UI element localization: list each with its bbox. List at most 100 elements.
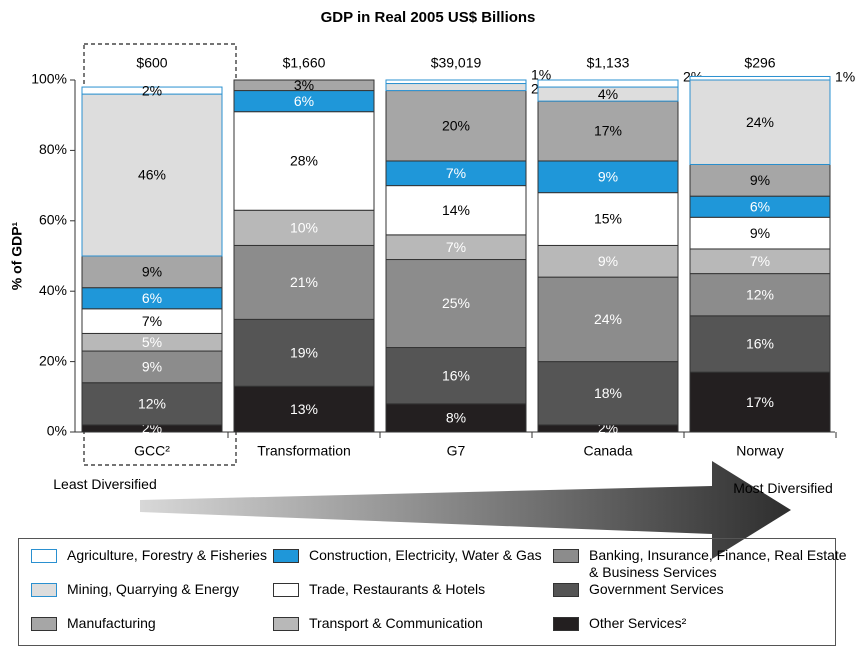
bar-segment xyxy=(689,75,831,81)
value-label: 3% xyxy=(294,77,314,93)
y-tick-label: 40% xyxy=(39,282,67,298)
legend-swatch xyxy=(553,549,579,563)
value-label: 4% xyxy=(598,86,618,102)
value-label: 9% xyxy=(142,264,162,280)
value-label: 6% xyxy=(750,198,770,214)
value-label: 9% xyxy=(598,253,618,269)
value-label: 2% xyxy=(142,82,162,98)
value-label: 24% xyxy=(746,114,774,130)
bar-segment xyxy=(689,248,831,275)
bar-segment xyxy=(81,93,223,257)
value-label: 28% xyxy=(290,153,318,169)
value-label: 16% xyxy=(442,367,470,383)
total-label: $296 xyxy=(744,55,775,71)
y-tick-label: 100% xyxy=(31,71,67,87)
bar-segment xyxy=(689,273,831,317)
bar-segment xyxy=(385,403,527,433)
value-label: 12% xyxy=(746,286,774,302)
value-label: 6% xyxy=(294,93,314,109)
value-label: 13% xyxy=(290,401,318,417)
x-tick-label: Transformation xyxy=(257,443,351,459)
x-tick-label: G7 xyxy=(447,443,466,459)
chart-title: GDP in Real 2005 US$ Billions xyxy=(321,9,536,26)
diversification-arrow xyxy=(140,461,791,559)
value-label: 5% xyxy=(142,334,162,350)
legend-label: Manufacturing xyxy=(67,615,156,631)
x-tick-label: GCC² xyxy=(134,443,170,459)
value-label: 9% xyxy=(750,172,770,188)
value-label: 1% xyxy=(531,67,551,83)
value-label: 7% xyxy=(446,165,466,181)
y-tick-label: 60% xyxy=(39,212,67,228)
legend: Other Services² Government Services Bankin… xyxy=(18,538,847,646)
bar-segment xyxy=(385,83,527,92)
legend-label: Transport & Communication xyxy=(309,615,483,631)
legend-swatch xyxy=(553,617,579,631)
value-label: 18% xyxy=(594,385,622,401)
total-label: $1,660 xyxy=(283,55,326,71)
bar-segment xyxy=(537,244,679,278)
total-label: $1,133 xyxy=(587,55,630,71)
value-label: 8% xyxy=(446,410,466,426)
value-label: 1% xyxy=(835,69,855,85)
value-label: 9% xyxy=(598,169,618,185)
bar-segment xyxy=(233,244,375,320)
x-tick-label: Norway xyxy=(736,443,783,459)
bar-segment xyxy=(689,315,831,373)
value-label: 21% xyxy=(290,274,318,290)
least-diversified-note: Least Diversified xyxy=(53,476,157,492)
value-label: 15% xyxy=(594,211,622,227)
most-diversified-note: Most Diversified xyxy=(733,480,833,496)
bar-segment xyxy=(689,79,831,165)
bar-segment xyxy=(385,79,527,85)
bar-segment xyxy=(233,79,375,92)
y-tick-label: 0% xyxy=(47,423,67,439)
legend-swatch xyxy=(553,583,579,597)
value-label: 10% xyxy=(290,220,318,236)
value-label: 7% xyxy=(446,239,466,255)
bar-segment xyxy=(81,308,223,334)
legend-label: Trade, Restaurants & Hotels xyxy=(309,581,486,597)
bar-segment xyxy=(537,192,679,246)
value-label: 9% xyxy=(142,359,162,375)
legend-label: Banking, Insurance, Finance, Real Estate… xyxy=(589,547,847,580)
value-label: 9% xyxy=(750,225,770,241)
bar-segment xyxy=(233,385,375,433)
legend-label: Other Services² xyxy=(589,615,687,631)
value-label: 25% xyxy=(442,295,470,311)
legend-label: Construction, Electricity, Water & Gas xyxy=(309,547,542,563)
legend-swatch xyxy=(31,549,57,563)
legend-swatch xyxy=(31,583,57,597)
value-label: 46% xyxy=(138,167,166,183)
bar-segment xyxy=(233,111,375,211)
value-label: 16% xyxy=(746,336,774,352)
value-label: 20% xyxy=(442,117,470,133)
y-axis-label: % of GDP¹ xyxy=(9,221,25,290)
y-tick-label: 20% xyxy=(39,352,67,368)
legend-label: Mining, Quarrying & Energy xyxy=(67,581,239,597)
value-label: 6% xyxy=(142,290,162,306)
value-label: 12% xyxy=(138,396,166,412)
x-tick-label: Canada xyxy=(583,443,632,459)
value-label: 24% xyxy=(594,311,622,327)
bar-segment xyxy=(233,209,375,246)
value-label: 7% xyxy=(142,313,162,329)
bar-segment xyxy=(537,79,679,88)
legend-label: Government Services xyxy=(589,581,724,597)
total-label: $39,019 xyxy=(431,55,482,71)
bar-segment xyxy=(385,347,527,405)
legend-swatch xyxy=(273,549,299,563)
bar-segment xyxy=(233,318,375,387)
bar-segment xyxy=(81,86,223,95)
value-label: 19% xyxy=(290,345,318,361)
bar-segment xyxy=(385,90,527,162)
bar-segment xyxy=(81,255,223,289)
bar-segment xyxy=(537,100,679,162)
bar-segment xyxy=(385,259,527,349)
bar-segment xyxy=(537,361,679,426)
bar-segment xyxy=(81,382,223,426)
value-label: 14% xyxy=(442,202,470,218)
value-label: 17% xyxy=(594,123,622,139)
